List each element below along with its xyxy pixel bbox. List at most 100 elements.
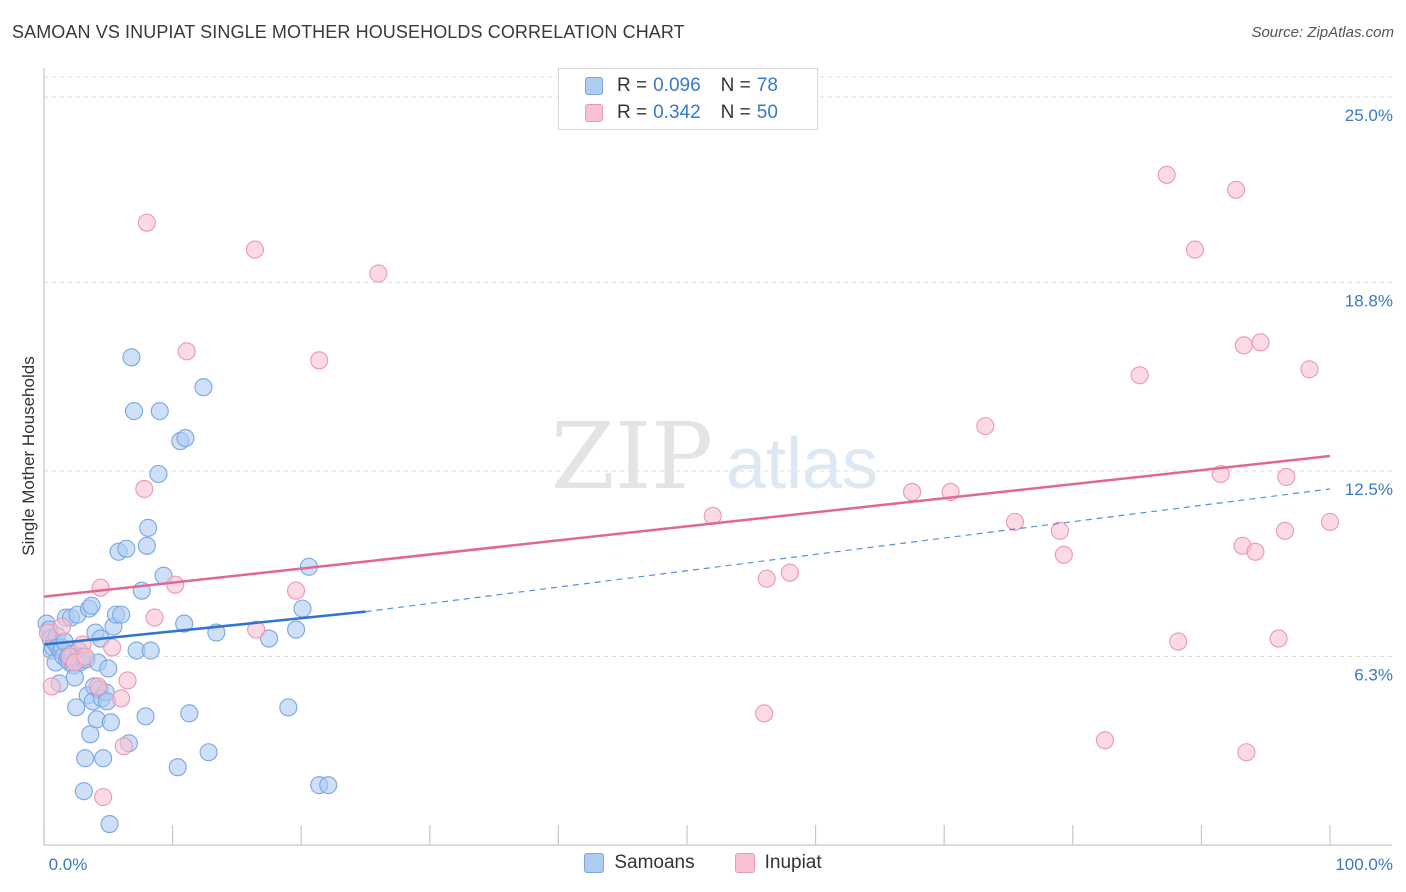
x-tick-label: 100.0%: [1335, 855, 1393, 874]
samoans-point: [136, 707, 155, 726]
inupiat-point: [1054, 545, 1073, 564]
legend-row-samoans: R = 0.096 N = 78: [585, 73, 778, 99]
inupiat-point: [902, 482, 922, 501]
inupiat-point: [369, 264, 388, 283]
samoans-point: [149, 464, 168, 484]
legend-n-value: 50: [756, 102, 778, 123]
samoans-point: [175, 614, 194, 633]
inupiat-point: [166, 575, 185, 594]
samoans-trend-line: [43, 610, 366, 646]
inupiat-point: [145, 608, 164, 627]
samoans-point: [100, 815, 119, 834]
y-tick-label: 12.5%: [1345, 480, 1393, 499]
legend-r-value: 0.096: [653, 75, 701, 96]
legend-row-inupiat: R = 0.342 N = 50: [585, 100, 778, 126]
samoans-point: [199, 743, 218, 762]
samoans-legend-swatch: [584, 853, 605, 873]
y-tick-label: 18.8%: [1345, 292, 1393, 311]
x-tick-label: 0.0%: [49, 855, 88, 874]
samoans-point: [74, 782, 93, 801]
inupiat-point: [1269, 629, 1288, 648]
inupiat-point: [135, 479, 154, 499]
trend-layer: [43, 454, 1331, 646]
inupiat-point: [780, 563, 799, 582]
inupiat-point: [103, 638, 122, 657]
samoans-point: [99, 659, 118, 678]
samoans-point: [194, 378, 213, 397]
inupiat-point: [1277, 467, 1296, 487]
legend-r-label: R =: [617, 75, 648, 96]
inupiat-point: [310, 351, 329, 370]
inupiat-point: [1095, 731, 1114, 750]
inupiat-point: [52, 617, 72, 636]
samoans-point: [319, 776, 338, 795]
samoans-point: [139, 518, 158, 537]
samoans-point: [137, 536, 156, 555]
samoans-trend-dashed: [365, 488, 1331, 613]
legend-n-value: 78: [756, 75, 778, 96]
legend-r-label: R =: [617, 102, 648, 123]
points-layer: [37, 165, 1340, 834]
source-label: Source: ZipAtlas.com: [1251, 24, 1394, 41]
inupiat-legend-swatch: [734, 853, 755, 873]
samoans-point: [81, 725, 100, 744]
samoans-point: [101, 713, 120, 732]
inupiat-point: [755, 704, 774, 723]
inupiat-point: [88, 677, 108, 696]
inupiat-point: [177, 342, 196, 361]
inupiat-point: [76, 647, 95, 666]
samoans-point: [287, 620, 306, 639]
samoans-point: [176, 429, 195, 448]
inupiat-point: [245, 240, 264, 259]
inupiat-point: [1320, 512, 1340, 531]
legend-n-label: N =: [720, 75, 751, 96]
inupiat-point: [1211, 464, 1230, 484]
samoans-point: [180, 704, 199, 723]
samoans-point: [117, 539, 136, 558]
y-tick-label: 25.0%: [1345, 106, 1393, 125]
legend-n-label: N =: [720, 102, 751, 123]
inupiat-point: [247, 620, 266, 639]
inupiat-point: [1157, 165, 1176, 184]
inupiat-point: [1050, 521, 1069, 540]
inupiat-point: [1275, 521, 1295, 540]
inupiat-point: [1246, 542, 1265, 561]
series-legend: Samoans Inupiat: [0, 852, 1406, 874]
samoans-point: [279, 698, 298, 717]
inupiat-point: [1300, 360, 1319, 379]
inupiat-swatch: [585, 104, 603, 122]
inupiat-point: [976, 417, 995, 436]
samoans-point: [122, 348, 141, 367]
samoans-point: [150, 402, 169, 421]
inupiat-point: [1251, 333, 1270, 352]
inupiat-point: [1234, 336, 1253, 355]
samoans-swatch: [585, 77, 603, 95]
samoans-point: [82, 596, 101, 615]
samoans-point: [293, 599, 312, 618]
samoans-point: [94, 749, 113, 768]
inupiat-point: [1227, 180, 1246, 199]
samoans-legend-label: Samoans: [614, 852, 695, 873]
inupiat-point: [94, 788, 113, 807]
samoans-point: [168, 758, 187, 777]
inupiat-point: [42, 677, 61, 696]
grid-layer: [44, 76, 1392, 658]
y-tick-label: 6.3%: [1354, 666, 1393, 685]
samoans-point: [76, 749, 95, 768]
samoans-point: [259, 629, 279, 648]
inupiat-point: [114, 737, 133, 756]
inupiat-point: [287, 581, 306, 600]
watermark-atlas: atlas: [726, 424, 878, 504]
inupiat-point: [118, 671, 137, 690]
samoans-point: [67, 698, 86, 717]
axis-layer: 6.3% 12.5% 18.8% 25.0% 0.0% 100.0%: [43, 68, 1393, 874]
legend-item-samoans[interactable]: Samoans: [584, 852, 695, 874]
inupiat-trend-line: [43, 454, 1331, 598]
inupiat-point: [1130, 366, 1149, 385]
inupiat-point: [757, 569, 776, 588]
inupiat-legend-label: Inupiat: [764, 852, 822, 873]
inupiat-point: [1237, 743, 1256, 762]
samoans-point: [112, 605, 131, 624]
legend-item-inupiat[interactable]: Inupiat: [734, 852, 822, 874]
